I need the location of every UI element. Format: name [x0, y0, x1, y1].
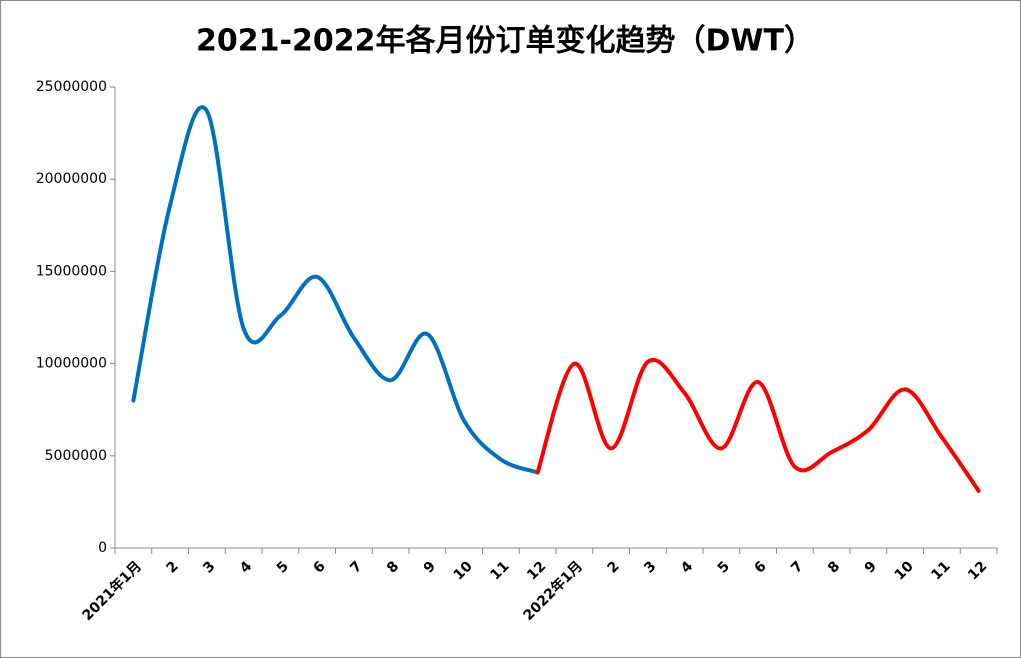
chart-title: 2021-2022年各月份订单变化趋势（DWT） — [196, 24, 814, 59]
y-tick-label: 25000000 — [36, 79, 107, 95]
y-tick-label: 10000000 — [36, 356, 107, 372]
y-tick-label: 5000000 — [45, 448, 107, 464]
line-series — [535, 357, 981, 493]
y-tick-label: 15000000 — [36, 263, 107, 279]
y-tick-label: 20000000 — [36, 171, 107, 187]
line-series — [131, 105, 540, 475]
y-tick-label: 0 — [98, 540, 107, 556]
